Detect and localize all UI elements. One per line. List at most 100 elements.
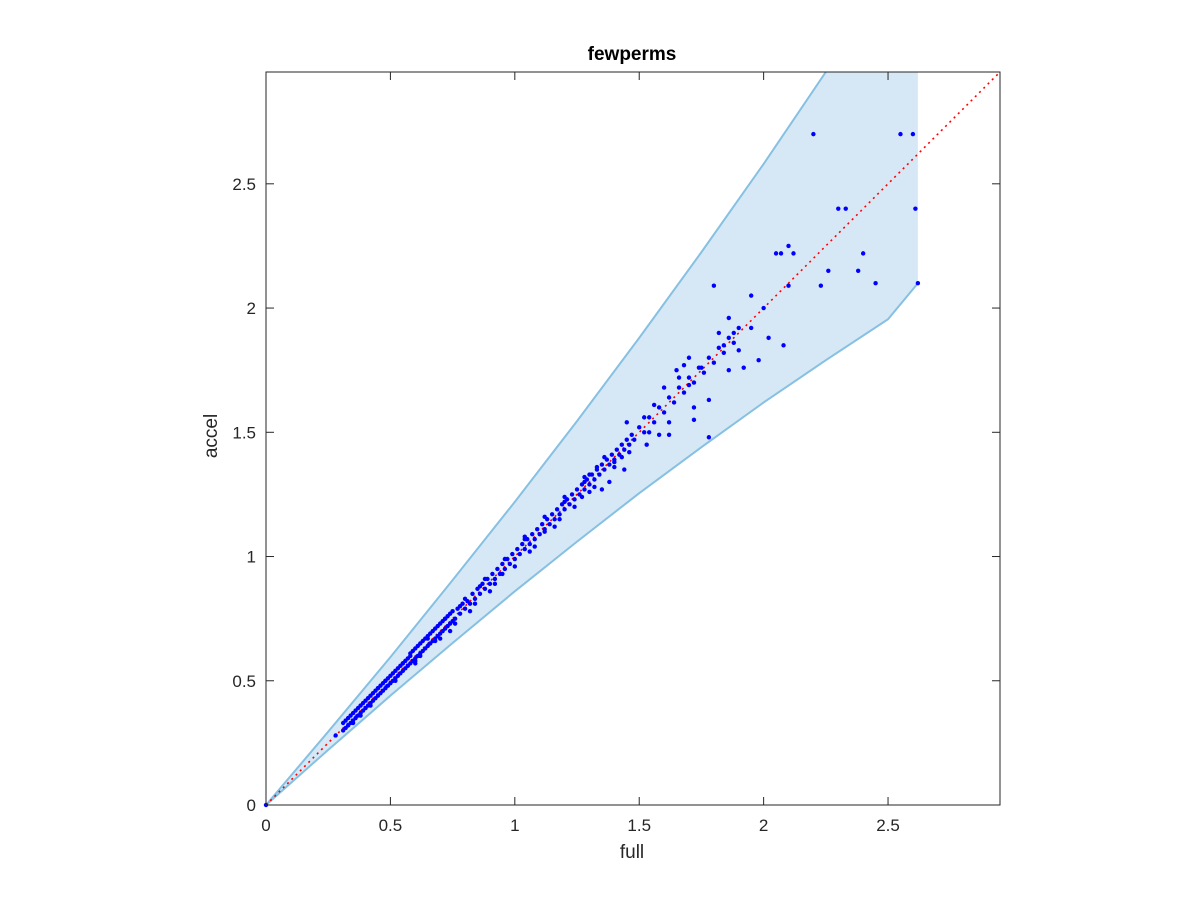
data-point bbox=[716, 345, 722, 351]
data-point bbox=[873, 281, 878, 286]
data-point bbox=[582, 474, 587, 480]
data-point bbox=[666, 420, 672, 425]
x-ticks: 0 0.5 1 1.5 2 2.5 bbox=[261, 72, 900, 835]
data-point bbox=[537, 531, 542, 537]
data-point bbox=[527, 549, 532, 554]
data-point bbox=[574, 487, 580, 492]
data-point bbox=[641, 415, 647, 420]
reference-line-layer bbox=[265, 71, 1001, 806]
data-point bbox=[462, 606, 468, 611]
data-point bbox=[609, 452, 615, 457]
data-point bbox=[532, 536, 537, 542]
data-point bbox=[748, 325, 754, 331]
data-point bbox=[472, 596, 478, 601]
data-point bbox=[552, 524, 557, 529]
data-point bbox=[773, 251, 779, 256]
data-point bbox=[686, 355, 692, 360]
data-point bbox=[731, 340, 736, 346]
data-point bbox=[482, 586, 488, 592]
data-point bbox=[706, 435, 712, 440]
y-tick-label: 1 bbox=[247, 548, 256, 567]
data-point bbox=[520, 541, 525, 547]
data-point bbox=[637, 425, 642, 430]
chart-title: fewperms bbox=[588, 44, 677, 65]
data-point bbox=[686, 375, 692, 380]
data-point bbox=[587, 489, 592, 495]
data-point bbox=[651, 420, 657, 425]
band-lower-edge bbox=[266, 282, 919, 805]
data-point bbox=[425, 636, 430, 641]
data-point bbox=[681, 390, 687, 395]
data-point bbox=[592, 477, 597, 482]
data-point bbox=[512, 556, 518, 562]
data-point bbox=[656, 405, 662, 410]
data-point bbox=[587, 482, 592, 487]
data-point bbox=[622, 467, 627, 472]
data-point bbox=[572, 504, 577, 510]
data-point bbox=[632, 437, 637, 442]
data-point bbox=[602, 454, 607, 460]
data-point bbox=[452, 616, 458, 621]
data-point bbox=[457, 604, 463, 609]
data-point bbox=[562, 499, 567, 505]
data-point bbox=[552, 517, 557, 522]
x-tick-label: 1 bbox=[510, 816, 519, 835]
data-point bbox=[502, 566, 508, 572]
data-point bbox=[686, 382, 692, 388]
x-tick-label: 1.5 bbox=[627, 816, 651, 835]
data-point bbox=[490, 571, 495, 577]
y-ticks: 0 0.5 1 1.5 2 2.5 bbox=[232, 175, 1000, 815]
data-point bbox=[791, 251, 796, 256]
data-point bbox=[599, 487, 605, 492]
data-point bbox=[674, 367, 679, 373]
data-point bbox=[368, 703, 373, 708]
data-point bbox=[666, 432, 672, 437]
data-point bbox=[691, 405, 697, 410]
data-point bbox=[843, 206, 848, 211]
y-tick-label: 1.5 bbox=[232, 423, 256, 442]
data-point bbox=[535, 526, 540, 532]
data-point bbox=[778, 251, 784, 256]
data-point bbox=[492, 576, 498, 582]
data-point bbox=[477, 584, 483, 589]
y-axis-label: accel bbox=[201, 414, 222, 458]
data-point bbox=[860, 251, 866, 256]
data-point bbox=[530, 531, 535, 537]
data-point bbox=[517, 551, 522, 557]
data-point bbox=[467, 608, 473, 614]
data-point bbox=[452, 621, 458, 626]
y-tick-label: 0.5 bbox=[232, 672, 256, 691]
data-point bbox=[557, 517, 562, 522]
data-point bbox=[358, 713, 363, 718]
data-point bbox=[333, 733, 338, 738]
data-point bbox=[512, 564, 518, 569]
data-point bbox=[661, 385, 667, 390]
data-point bbox=[527, 541, 532, 547]
data-point bbox=[691, 380, 697, 385]
data-point bbox=[470, 591, 475, 596]
data-point bbox=[836, 206, 841, 211]
data-point bbox=[691, 417, 697, 423]
y-tick-label: 0 bbox=[247, 796, 256, 815]
data-point bbox=[726, 335, 731, 341]
data-point bbox=[437, 636, 443, 641]
data-point bbox=[627, 442, 632, 447]
data-point bbox=[736, 348, 741, 353]
data-point bbox=[629, 432, 634, 437]
data-point bbox=[579, 494, 585, 500]
data-point bbox=[408, 651, 413, 656]
data-point bbox=[607, 479, 612, 485]
data-point bbox=[731, 330, 736, 336]
data-point bbox=[502, 556, 508, 562]
data-point bbox=[612, 459, 617, 465]
data-point bbox=[602, 467, 607, 472]
data-point bbox=[457, 611, 463, 616]
data-point bbox=[492, 581, 498, 587]
band-layer bbox=[266, 72, 919, 805]
data-point bbox=[572, 497, 577, 502]
data-point bbox=[721, 343, 727, 348]
data-point bbox=[477, 591, 483, 596]
data-point bbox=[716, 330, 722, 336]
data-point bbox=[549, 512, 555, 517]
